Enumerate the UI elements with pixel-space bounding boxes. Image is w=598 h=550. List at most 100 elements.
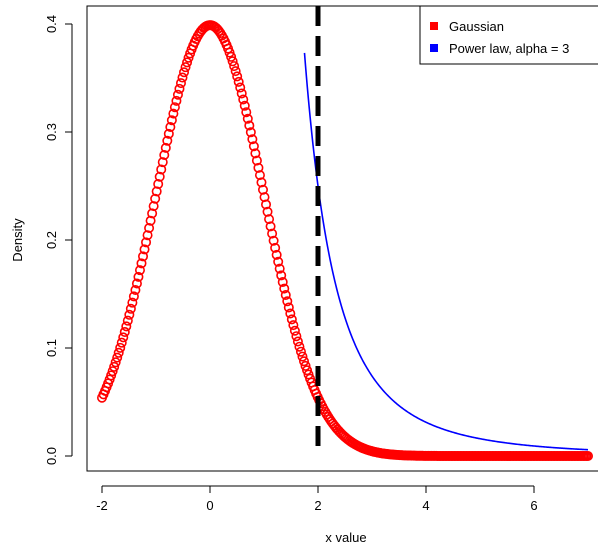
gaussian-point	[254, 170, 265, 181]
x-tick-label: 0	[206, 498, 213, 513]
gaussian-point	[138, 251, 149, 262]
gaussian-point	[247, 134, 258, 145]
gaussian-point	[262, 206, 273, 217]
legend-swatch-power-law	[430, 44, 438, 52]
gaussian-point	[257, 184, 268, 195]
gaussian-point	[106, 370, 117, 381]
gaussian-point	[288, 320, 299, 331]
gaussian-point	[298, 356, 309, 367]
gaussian-point	[582, 450, 593, 461]
gaussian-point	[145, 215, 156, 226]
gaussian-point	[236, 88, 247, 99]
plot-frame	[86, 5, 598, 472]
gaussian-point	[142, 230, 153, 241]
gaussian-point	[264, 214, 275, 225]
gaussian-point	[148, 201, 159, 212]
series-points-gaussian	[97, 20, 593, 461]
x-axis-title: x value	[325, 530, 366, 545]
gaussian-point	[115, 342, 126, 353]
gaussian-point	[171, 95, 182, 106]
gaussian-point	[116, 337, 127, 348]
y-tick-label: 0.1	[44, 339, 59, 357]
gaussian-point	[110, 357, 121, 368]
gaussian-point	[147, 208, 158, 219]
gaussian-point	[297, 351, 308, 362]
gaussian-point	[245, 127, 256, 138]
gaussian-point	[159, 149, 170, 160]
gaussian-point	[162, 135, 173, 146]
gaussian-point	[122, 315, 133, 326]
gaussian-point	[156, 164, 167, 175]
y-tick-label: 0.4	[44, 15, 59, 33]
gaussian-point	[256, 177, 267, 188]
gaussian-point	[154, 171, 165, 182]
gaussian-point	[182, 57, 193, 68]
y-tick-label: 0.3	[44, 123, 59, 141]
gaussian-point	[172, 89, 183, 100]
gaussian-point	[180, 62, 191, 73]
gaussian-point	[248, 141, 259, 152]
gaussian-point	[144, 222, 155, 233]
gaussian-point	[289, 325, 300, 336]
series-layer	[97, 20, 593, 461]
gaussian-point	[280, 289, 291, 300]
gaussian-point	[109, 361, 120, 372]
gaussian-point	[163, 128, 174, 139]
y-tick-label: 0.0	[44, 447, 59, 465]
gaussian-point	[230, 66, 241, 77]
gaussian-point	[118, 332, 129, 343]
gaussian-point	[229, 61, 240, 72]
gaussian-point	[160, 142, 171, 153]
gaussian-point	[300, 360, 311, 371]
gaussian-point	[265, 221, 276, 232]
gaussian-point	[227, 56, 238, 67]
gaussian-point	[183, 52, 194, 63]
gaussian-point	[128, 291, 139, 302]
gaussian-point	[250, 148, 261, 159]
legend-label-gaussian: Gaussian	[449, 19, 504, 34]
y-axis-title: Density	[10, 218, 25, 262]
gaussian-point	[244, 120, 255, 131]
x-tick-label: 6	[530, 498, 537, 513]
gaussian-point	[130, 285, 141, 296]
gaussian-point	[139, 244, 150, 255]
legend-label-power-law: Power law, alpha = 3	[449, 41, 569, 56]
gaussian-point	[302, 365, 313, 376]
x-tick-label: 4	[422, 498, 429, 513]
gaussian-point	[153, 179, 164, 190]
gaussian-point	[175, 78, 186, 89]
gaussian-point	[273, 256, 284, 267]
gaussian-point	[294, 341, 305, 352]
gaussian-point	[232, 71, 243, 82]
gaussian-point	[271, 249, 282, 260]
gaussian-point	[238, 94, 249, 105]
gaussian-point	[107, 366, 118, 377]
gaussian-point	[286, 314, 297, 325]
legend: Gaussian Power law, alpha = 3	[419, 5, 598, 65]
legend-swatch-gaussian	[430, 22, 438, 30]
gaussian-point	[124, 309, 135, 320]
gaussian-point	[283, 302, 294, 313]
gaussian-point	[276, 270, 287, 281]
gaussian-point	[291, 331, 302, 342]
gaussian-point	[141, 237, 152, 248]
x-tick-label: 2	[314, 498, 321, 513]
x-tick-label: -2	[96, 498, 108, 513]
gaussian-point	[119, 326, 130, 337]
gaussian-point	[253, 162, 264, 173]
gaussian-point	[169, 102, 180, 113]
gaussian-point	[179, 67, 190, 78]
gaussian-point	[233, 76, 244, 87]
gaussian-point	[151, 186, 162, 197]
gaussian-point	[270, 242, 281, 253]
gaussian-point	[282, 296, 293, 307]
gaussian-point	[131, 278, 142, 289]
gaussian-point	[268, 235, 279, 246]
axes-layer: -2 0 2 4 6 0.0 0.1 0.2 0.3 0.4	[44, 15, 538, 513]
gaussian-point	[295, 346, 306, 357]
gaussian-point	[285, 308, 296, 319]
gaussian-point	[239, 100, 250, 111]
gaussian-point	[235, 82, 246, 93]
gaussian-point	[121, 321, 132, 332]
